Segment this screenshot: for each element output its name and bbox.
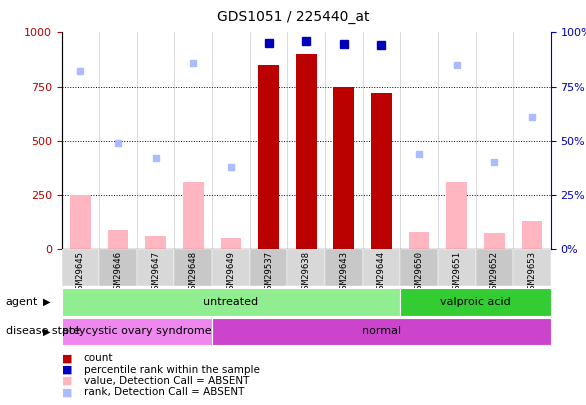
Text: ■: ■ — [62, 388, 72, 397]
Bar — [400, 288, 551, 316]
Bar — [447, 182, 467, 249]
Text: ■: ■ — [62, 354, 72, 363]
Bar — [183, 182, 203, 249]
Bar — [70, 195, 91, 249]
Bar — [296, 54, 316, 249]
Text: GSM29537: GSM29537 — [264, 251, 273, 294]
Text: disease state: disease state — [6, 326, 80, 336]
Text: GSM29649: GSM29649 — [226, 251, 236, 294]
Bar — [409, 232, 430, 249]
Bar — [99, 249, 137, 286]
Bar — [62, 249, 99, 286]
Bar — [333, 87, 354, 249]
Text: polycystic ovary syndrome: polycystic ovary syndrome — [62, 326, 212, 336]
Bar — [62, 288, 400, 316]
Text: GSM29644: GSM29644 — [377, 251, 386, 294]
Text: GSM29648: GSM29648 — [189, 251, 197, 294]
Bar — [212, 318, 551, 345]
Text: value, Detection Call = ABSENT: value, Detection Call = ABSENT — [84, 376, 249, 386]
Text: GSM29647: GSM29647 — [151, 251, 160, 294]
Bar — [137, 249, 175, 286]
Bar — [62, 318, 212, 345]
Text: agent: agent — [6, 297, 38, 307]
Text: GSM29646: GSM29646 — [114, 251, 122, 294]
Bar — [258, 65, 279, 249]
Bar — [371, 93, 392, 249]
Bar — [400, 249, 438, 286]
Bar — [287, 249, 325, 286]
Bar — [484, 233, 505, 249]
Text: GSM29645: GSM29645 — [76, 251, 85, 294]
Bar — [145, 236, 166, 249]
Text: ▶: ▶ — [43, 326, 50, 336]
Text: GDS1051 / 225440_at: GDS1051 / 225440_at — [217, 10, 369, 24]
Text: GSM29653: GSM29653 — [527, 251, 537, 294]
Bar — [325, 249, 363, 286]
Text: rank, Detection Call = ABSENT: rank, Detection Call = ABSENT — [84, 388, 244, 397]
Text: GSM29638: GSM29638 — [302, 251, 311, 294]
Bar — [175, 249, 212, 286]
Text: percentile rank within the sample: percentile rank within the sample — [84, 365, 260, 375]
Bar — [438, 249, 476, 286]
Bar — [212, 249, 250, 286]
Text: ■: ■ — [62, 365, 72, 375]
Bar — [220, 238, 241, 249]
Bar — [513, 249, 551, 286]
Bar — [522, 221, 543, 249]
Bar — [250, 249, 287, 286]
Bar — [476, 249, 513, 286]
Text: untreated: untreated — [203, 297, 258, 307]
Text: valproic acid: valproic acid — [440, 297, 511, 307]
Text: ▶: ▶ — [43, 297, 50, 307]
Text: normal: normal — [362, 326, 401, 336]
Text: count: count — [84, 354, 113, 363]
Text: GSM29651: GSM29651 — [452, 251, 461, 294]
Text: GSM29652: GSM29652 — [490, 251, 499, 294]
Text: ■: ■ — [62, 376, 72, 386]
Bar — [363, 249, 400, 286]
Text: GSM29643: GSM29643 — [339, 251, 348, 294]
Bar — [108, 230, 128, 249]
Text: GSM29650: GSM29650 — [415, 251, 424, 294]
